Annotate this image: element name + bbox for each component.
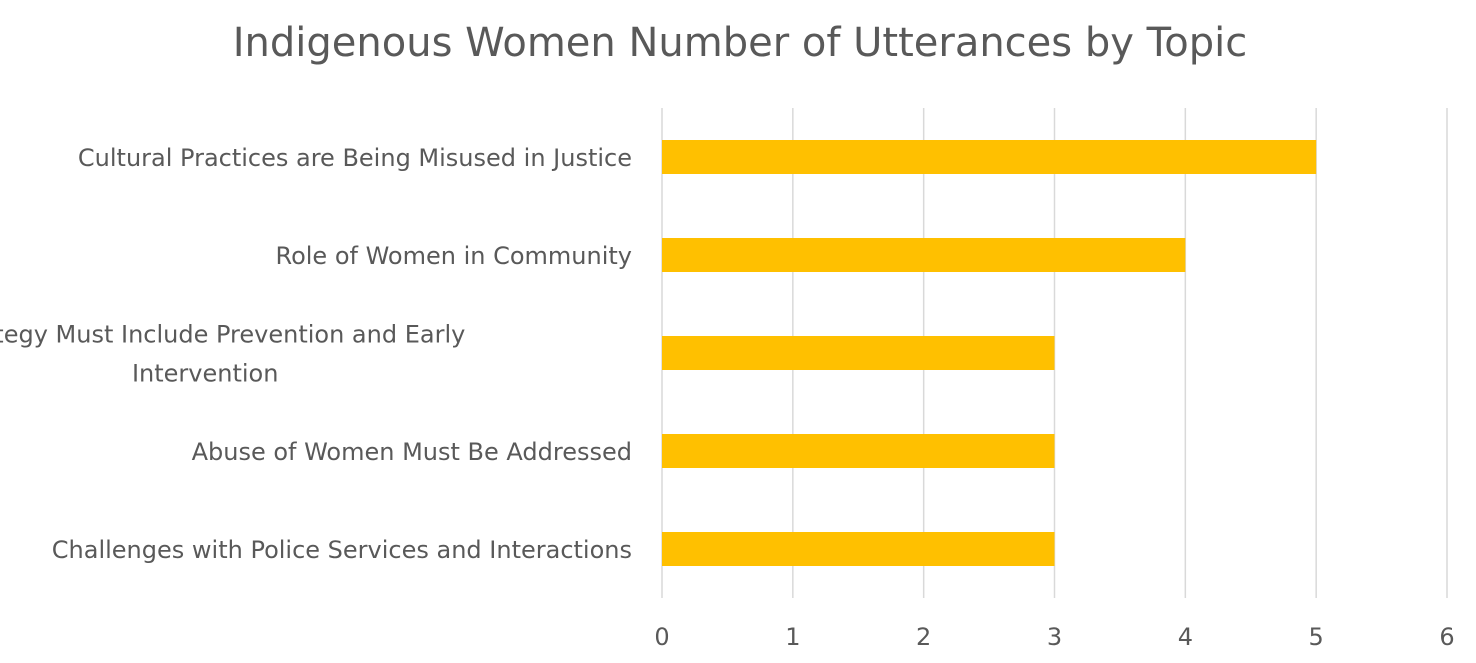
category-label: Cultural Practices are Being Misused in …: [78, 144, 632, 172]
bars: [662, 140, 1317, 566]
x-tick-label: 2: [916, 623, 931, 651]
x-tick-label: 5: [1309, 623, 1324, 651]
category-label: Role of Women in Community: [275, 242, 632, 270]
category-label: Challenges with Police Services and Inte…: [52, 536, 632, 564]
category-label: Strategy Must Include Prevention and Ear…: [0, 321, 465, 388]
bar: [662, 140, 1317, 174]
chart-title: Indigenous Women Number of Utterances by…: [233, 20, 1247, 66]
x-axis-tick-labels: 0 1 2 3 4 5 6: [654, 623, 1454, 651]
x-tick-label: 6: [1439, 623, 1454, 651]
x-tick-label: 4: [1178, 623, 1193, 651]
x-tick-label: 1: [785, 623, 800, 651]
x-tick-label: 0: [654, 623, 669, 651]
category-labels: Cultural Practices are Being Misused in …: [0, 144, 632, 564]
x-tick-label: 3: [1047, 623, 1062, 651]
bar: [662, 434, 1055, 468]
bar: [662, 238, 1186, 272]
bar: [662, 336, 1055, 370]
category-label: Abuse of Women Must Be Addressed: [192, 438, 632, 466]
bar: [662, 532, 1055, 566]
